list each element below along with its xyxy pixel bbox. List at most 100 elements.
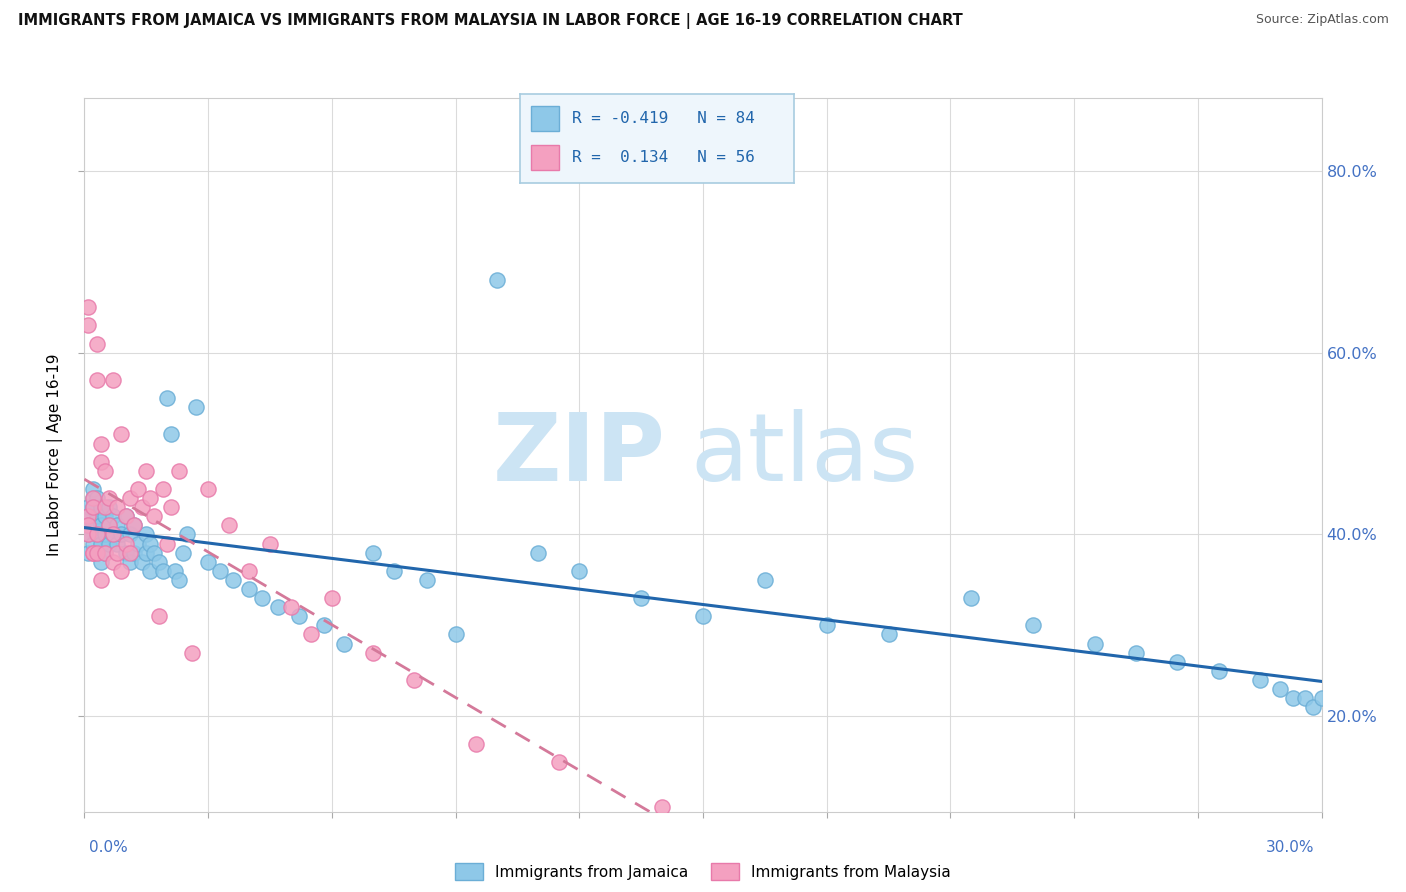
- Point: [127, 482, 149, 496]
- Point: [90, 500, 112, 515]
- Point: [77, 500, 100, 515]
- Point: [288, 609, 311, 624]
- Legend: Immigrants from Jamaica, Immigrants from Malaysia: Immigrants from Jamaica, Immigrants from…: [449, 857, 957, 886]
- Text: 0.0%: 0.0%: [89, 840, 128, 855]
- Point: [105, 546, 128, 560]
- Point: [90, 455, 112, 469]
- Point: [197, 482, 219, 496]
- Point: [77, 518, 100, 533]
- Point: [180, 646, 202, 660]
- Point: [90, 518, 112, 533]
- Point: [139, 491, 162, 505]
- Point: [131, 500, 153, 515]
- Point: [148, 609, 170, 624]
- Point: [754, 573, 776, 587]
- Point: [86, 509, 108, 524]
- Point: [176, 527, 198, 541]
- Point: [110, 527, 132, 541]
- Point: [122, 546, 145, 560]
- Point: [143, 509, 166, 524]
- Point: [105, 500, 128, 515]
- Point: [135, 464, 157, 478]
- Point: [1166, 655, 1188, 669]
- Point: [86, 527, 108, 541]
- Point: [1249, 673, 1271, 687]
- Point: [118, 491, 141, 505]
- Text: atlas: atlas: [690, 409, 920, 501]
- Point: [94, 527, 117, 541]
- Point: [692, 609, 714, 624]
- Point: [299, 627, 322, 641]
- Point: [77, 527, 100, 541]
- Point: [139, 536, 162, 550]
- Point: [94, 509, 117, 524]
- Point: [118, 555, 141, 569]
- Point: [98, 518, 121, 533]
- Point: [82, 491, 104, 505]
- Point: [114, 546, 136, 560]
- Point: [86, 527, 108, 541]
- Point: [238, 582, 260, 596]
- Point: [77, 300, 100, 314]
- Point: [218, 518, 240, 533]
- Bar: [531, 145, 558, 170]
- Point: [527, 546, 550, 560]
- Point: [103, 527, 125, 541]
- Point: [94, 464, 117, 478]
- Point: [1302, 700, 1324, 714]
- Point: [148, 555, 170, 569]
- Point: [1270, 681, 1292, 696]
- Point: [280, 600, 302, 615]
- Point: [86, 491, 108, 505]
- Point: [122, 518, 145, 533]
- Point: [415, 573, 437, 587]
- Point: [77, 509, 100, 524]
- Point: [238, 564, 260, 578]
- Point: [110, 427, 132, 442]
- Text: 30.0%: 30.0%: [1267, 840, 1315, 855]
- Point: [94, 500, 117, 515]
- Point: [118, 546, 141, 560]
- Point: [321, 591, 343, 606]
- Point: [382, 564, 405, 578]
- Point: [82, 536, 104, 550]
- Point: [815, 618, 838, 632]
- Point: [165, 564, 187, 578]
- Point: [90, 436, 112, 450]
- Point: [1084, 636, 1107, 650]
- Text: Source: ZipAtlas.com: Source: ZipAtlas.com: [1256, 13, 1389, 27]
- Point: [568, 564, 591, 578]
- Point: [82, 518, 104, 533]
- Point: [114, 509, 136, 524]
- Point: [651, 800, 673, 814]
- Point: [152, 564, 174, 578]
- Point: [98, 500, 121, 515]
- Point: [1310, 691, 1333, 706]
- Point: [94, 546, 117, 560]
- Point: [172, 546, 194, 560]
- Point: [485, 273, 508, 287]
- Point: [1294, 691, 1316, 706]
- Text: R =  0.134   N = 56: R = 0.134 N = 56: [572, 151, 755, 165]
- Point: [135, 546, 157, 560]
- Point: [1022, 618, 1045, 632]
- Y-axis label: In Labor Force | Age 16-19: In Labor Force | Age 16-19: [46, 353, 63, 557]
- Point: [114, 536, 136, 550]
- Point: [122, 518, 145, 533]
- Point: [90, 555, 112, 569]
- Point: [160, 500, 183, 515]
- Point: [98, 518, 121, 533]
- Point: [82, 491, 104, 505]
- Point: [131, 555, 153, 569]
- Point: [167, 573, 190, 587]
- Point: [167, 464, 190, 478]
- Point: [135, 527, 157, 541]
- Point: [1125, 646, 1147, 660]
- Point: [77, 527, 100, 541]
- Point: [90, 536, 112, 550]
- Point: [103, 555, 125, 569]
- Point: [160, 427, 183, 442]
- Point: [86, 546, 108, 560]
- Text: ZIP: ZIP: [494, 409, 666, 501]
- Point: [1208, 664, 1230, 678]
